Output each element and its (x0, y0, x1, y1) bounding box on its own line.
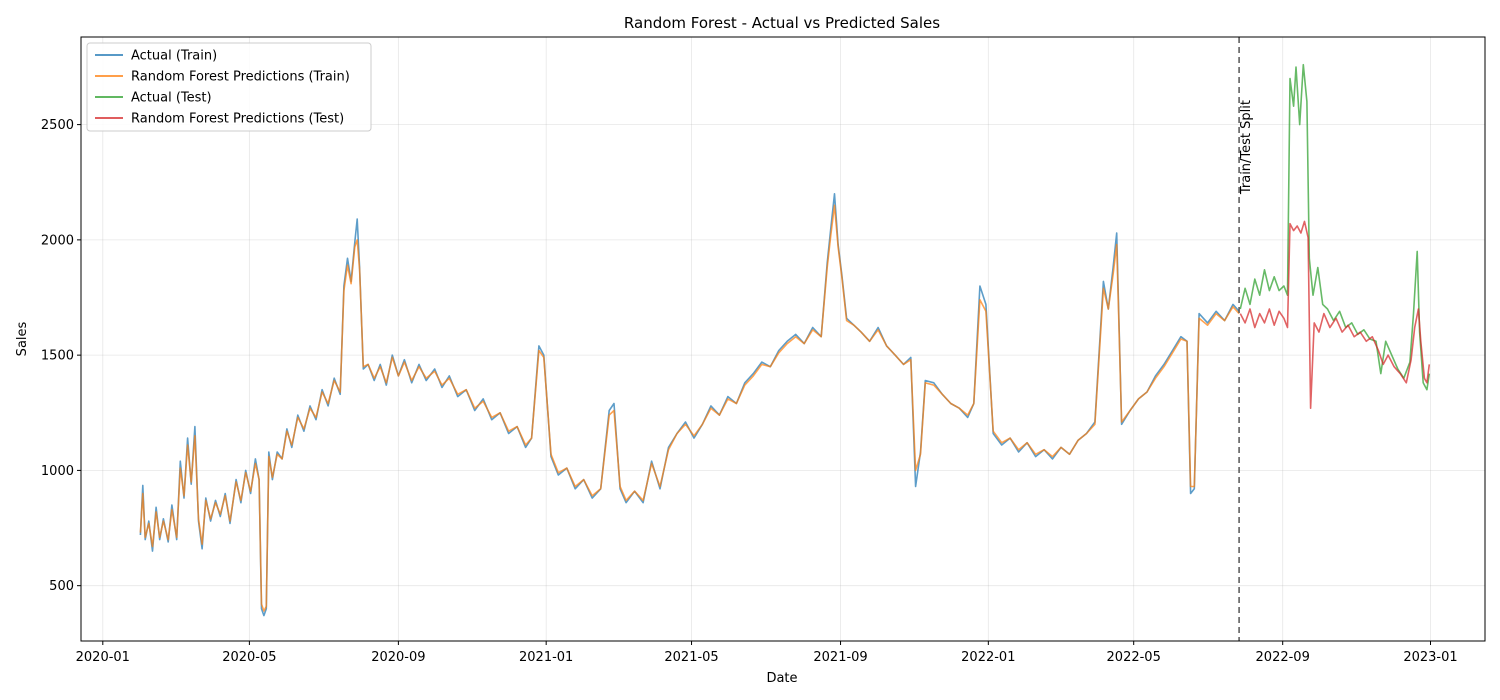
chart-title: Random Forest - Actual vs Predicted Sale… (624, 14, 940, 32)
y-tick-label: 1500 (41, 349, 74, 364)
series-line-4 (1239, 220, 1431, 409)
grid-lines (81, 37, 1485, 641)
y-tick-label: 2500 (41, 118, 74, 133)
series-line-3 (1239, 63, 1431, 391)
x-tick-label: 2022-01 (961, 650, 1015, 665)
x-tick-label: 2020-01 (76, 650, 130, 665)
x-axis-label: Date (766, 671, 797, 686)
x-tick-label: 2020-09 (371, 650, 425, 665)
series-line-2 (139, 204, 1240, 612)
x-tick-label: 2022-09 (1256, 650, 1310, 665)
y-tick-label: 1000 (41, 464, 74, 479)
x-tick-label: 2021-01 (519, 650, 573, 665)
legend-entry: Random Forest Predictions (Train) (131, 70, 350, 85)
legend: Actual (Train) Random Forest Predictions … (86, 42, 372, 132)
legend-entry: Actual (Train) (131, 49, 217, 64)
legend-entry: Random Forest Predictions (Test) (131, 112, 344, 127)
train-test-split: Train/Test Split (1238, 37, 1254, 641)
y-tick-label: 500 (49, 579, 74, 594)
x-tick-label: 2021-09 (813, 650, 867, 665)
x-tick-label: 2021-05 (664, 650, 718, 665)
legend-box (86, 42, 372, 132)
y-axis-ticks: 500 1000 1500 2000 2500 (41, 118, 81, 594)
x-tick-label: 2022-05 (1107, 650, 1161, 665)
x-axis-ticks: 2020-01 2020-05 2020-09 2021-01 2021-05 2021-… (76, 641, 1458, 665)
series-lines (139, 63, 1431, 617)
x-tick-label: 2020-05 (222, 650, 276, 665)
y-axis-label: Sales (15, 321, 30, 356)
legend-entry: Actual (Test) (131, 91, 212, 106)
plot-area-frame (80, 36, 1486, 642)
y-tick-label: 2000 (41, 233, 74, 248)
x-tick-label: 2023-01 (1403, 650, 1457, 665)
split-label: Train/Test Split (1239, 100, 1254, 195)
